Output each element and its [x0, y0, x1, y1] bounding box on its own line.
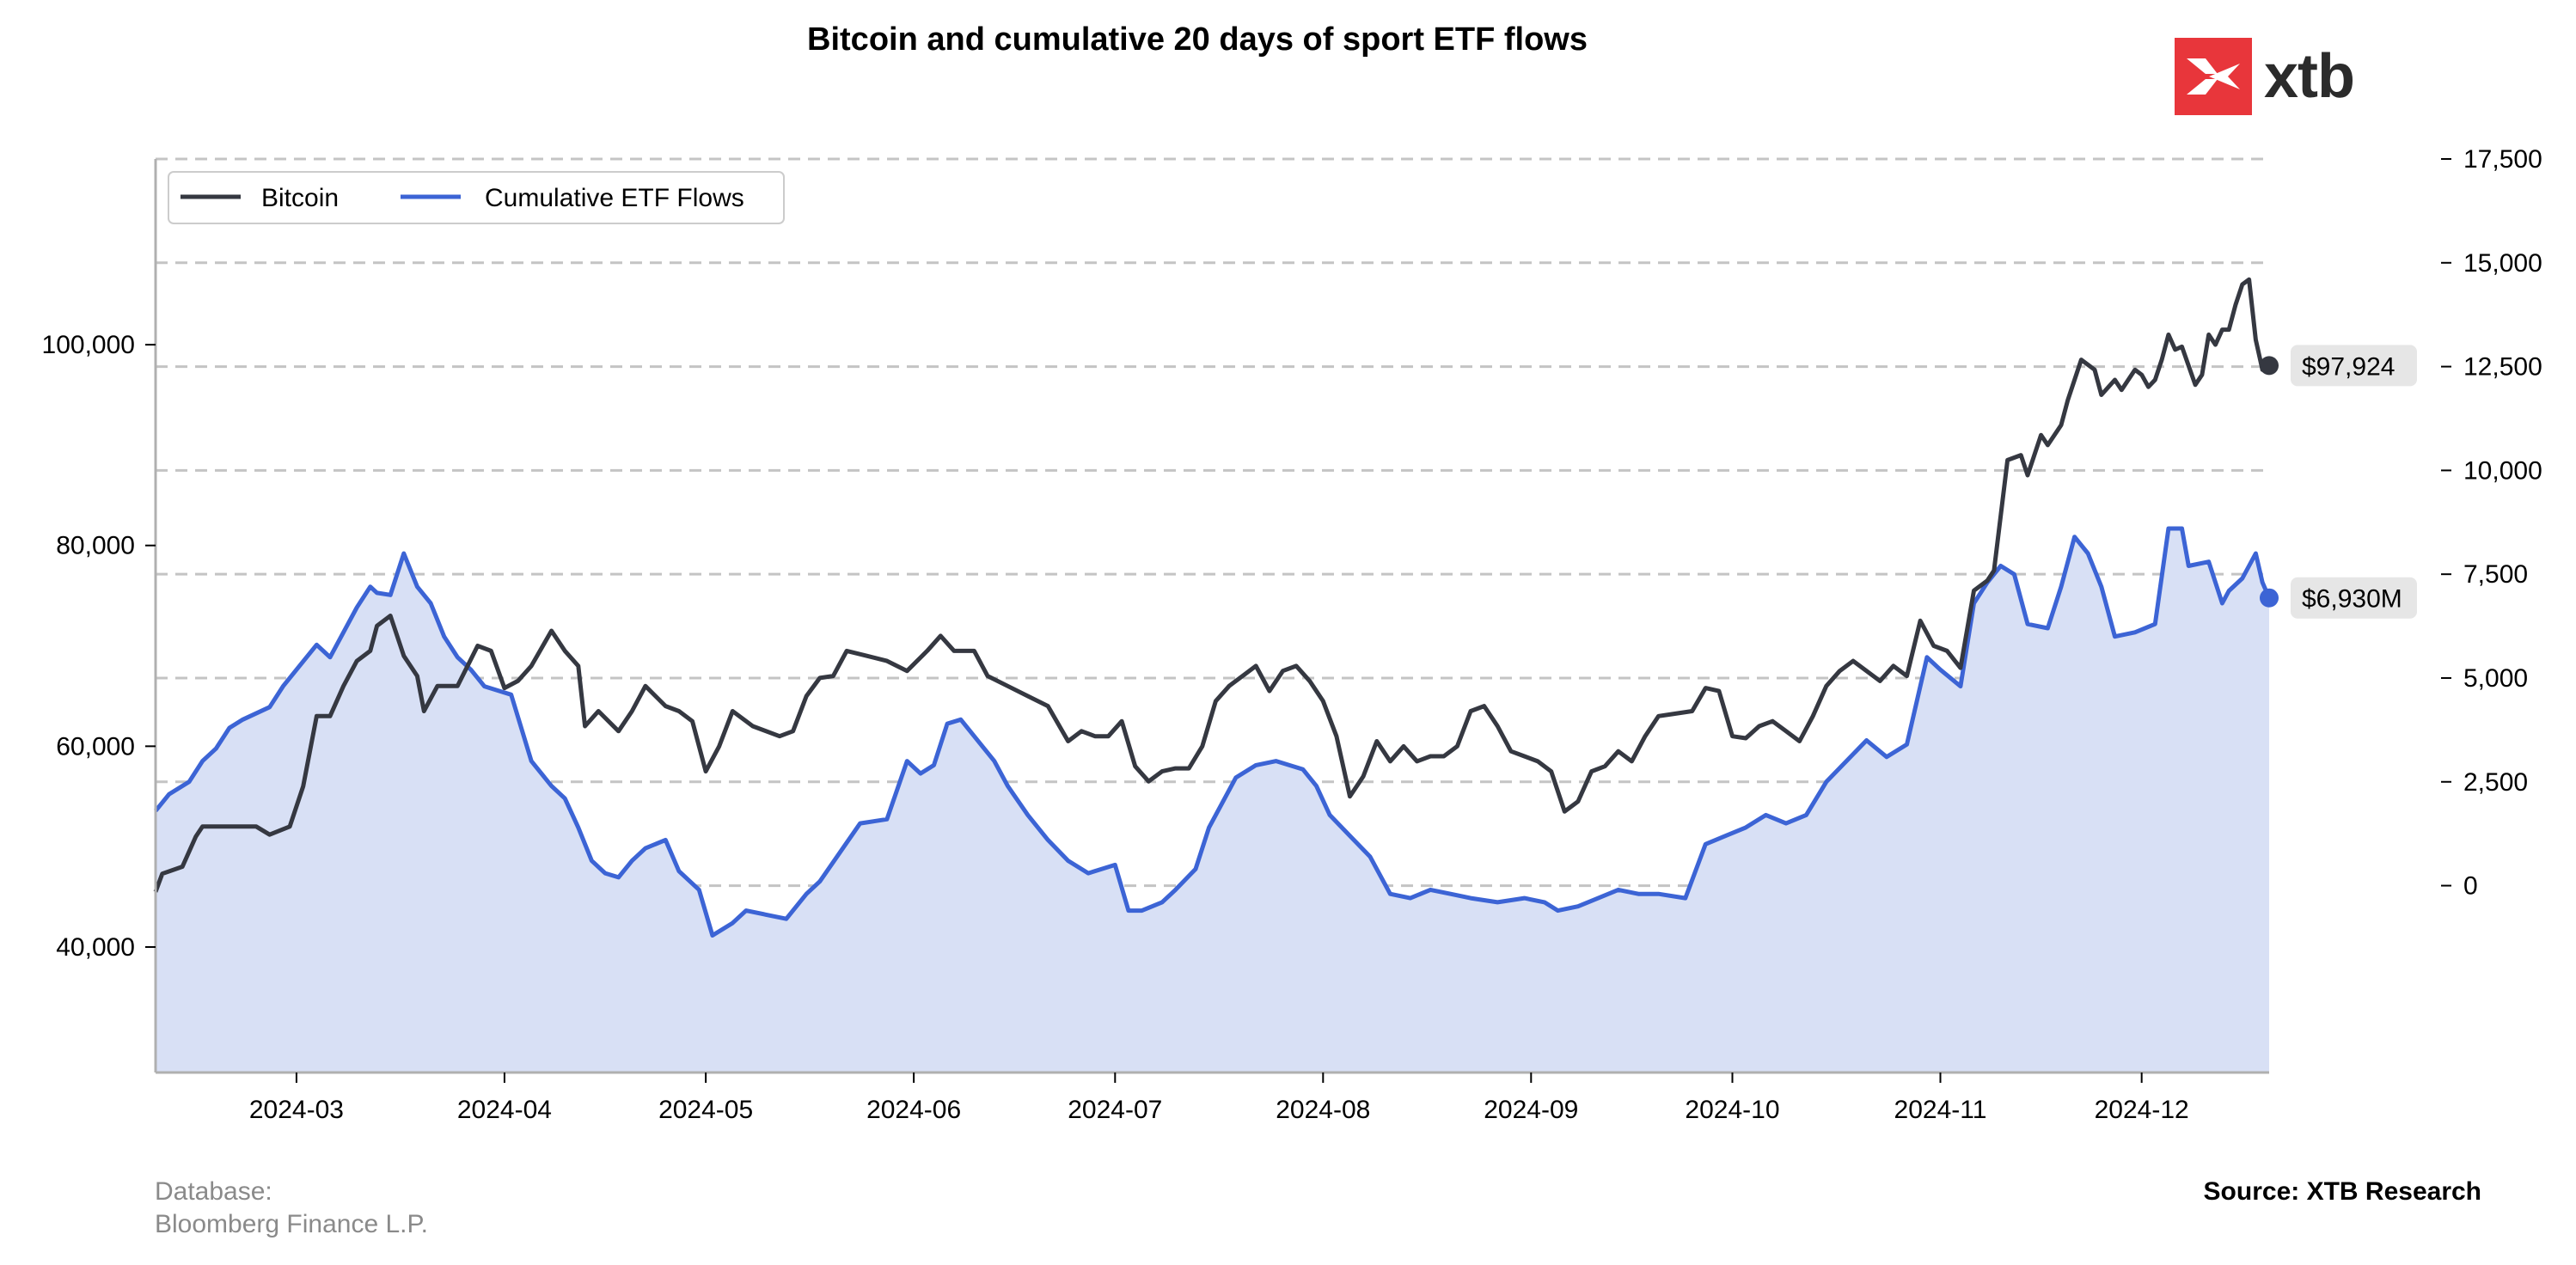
etf-flows-line: [154, 526, 2272, 938]
x-tick-label: 2024-04: [457, 1096, 552, 1124]
legend: Bitcoin Cumulative ETF Flows: [168, 171, 785, 224]
footer-source: Source: XTB Research: [2203, 1177, 2481, 1206]
etf-end-label-text: $6,930M: [2302, 585, 2402, 614]
right-tick-label: 15,000: [2463, 249, 2542, 278]
end-labels: $97,924 $6,930M: [2291, 345, 2417, 619]
x-tick-label: 2024-05: [658, 1096, 753, 1124]
right-tick-label: 7,500: [2463, 560, 2528, 589]
legend-label-etf: Cumulative ETF Flows: [485, 184, 744, 212]
etf-area: [156, 529, 2269, 1072]
legend-box: [168, 171, 785, 224]
x-tick-label: 2024-10: [1685, 1096, 1779, 1124]
bitcoin-end-label-text: $97,924: [2302, 352, 2395, 381]
bitcoin-end-label: $97,924: [2291, 345, 2417, 387]
x-tick-label: 2024-08: [1276, 1096, 1370, 1124]
xtb-logo-mark-icon: [2175, 38, 2252, 115]
left-tick-label: 100,000: [42, 331, 135, 359]
database-value: Bloomberg Finance L.P.: [155, 1210, 428, 1238]
x-tick-label: 2024-06: [866, 1096, 961, 1124]
etf-end-label: $6,930M: [2291, 577, 2417, 619]
right-tick-label: 5,000: [2463, 664, 2528, 693]
left-tick-label: 80,000: [56, 532, 135, 560]
right-tick-label: 12,500: [2463, 353, 2542, 382]
right-tick-label: 10,000: [2463, 456, 2542, 485]
database-label: Database:: [155, 1177, 272, 1206]
bitcoin-end-label-bg: [2291, 345, 2417, 387]
etf-area-group: [156, 529, 2269, 1072]
xtb-logo: xtb: [2175, 38, 2355, 115]
footer-database: Database: Bloomberg Finance L.P.: [155, 1176, 428, 1241]
etf-end-label-bg: [2291, 577, 2417, 619]
x-tick-label: 2024-11: [1894, 1096, 1987, 1124]
xtb-logo-text: xtb: [2264, 42, 2355, 111]
x-arrow-icon: [2187, 58, 2240, 95]
bitcoin-line: [153, 277, 2271, 893]
legend-label-bitcoin: Bitcoin: [261, 184, 339, 212]
bitcoin-end-point: [2260, 356, 2279, 376]
right-tick-label: 2,500: [2463, 768, 2528, 797]
chart-title: Bitcoin and cumulative 20 days of sport …: [807, 21, 1588, 58]
x-tick-label: 2024-07: [1068, 1096, 1162, 1124]
axes: 40,000 60,000 80,000 100,000 0 2,500 5,000 7,50…: [42, 145, 2542, 1124]
left-tick-label: 60,000: [56, 732, 135, 761]
x-tick-label: 2024-09: [1484, 1096, 1578, 1124]
x-tick-label: 2024-03: [249, 1096, 344, 1124]
etf-end-point: [2260, 588, 2279, 608]
right-tick-label: 0: [2463, 872, 2478, 901]
left-tick-label: 40,000: [56, 933, 135, 962]
right-tick-label: 17,500: [2463, 145, 2542, 174]
x-tick-label: 2024-12: [2095, 1096, 2189, 1124]
series-lines: [153, 277, 2279, 938]
